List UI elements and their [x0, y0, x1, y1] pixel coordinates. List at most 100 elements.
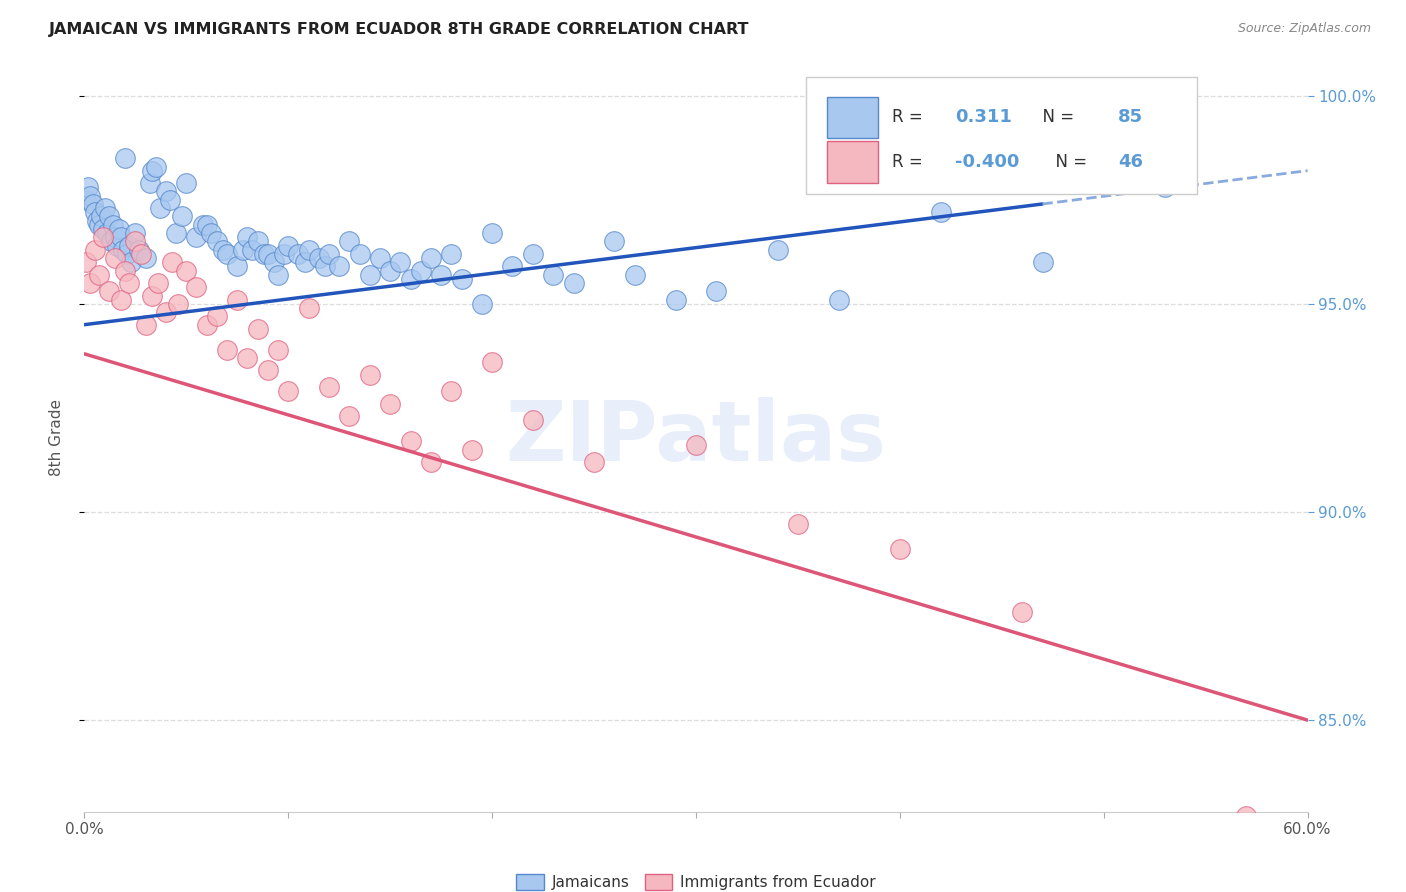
Point: [118, 238, 141, 252]
Point: [481, 355, 503, 369]
Point: [212, 243, 235, 257]
Text: 46: 46: [1118, 153, 1143, 171]
Point: [97, 285, 120, 299]
Point: [104, 230, 127, 244]
Point: [502, 260, 524, 274]
Point: [138, 176, 160, 190]
Point: [160, 255, 183, 269]
Point: [929, 205, 952, 219]
Point: [87, 268, 110, 282]
Point: [90, 210, 112, 224]
Point: [471, 297, 494, 311]
Point: [159, 193, 181, 207]
Point: [257, 363, 280, 377]
Point: [562, 276, 585, 290]
Point: [603, 235, 626, 249]
Point: [100, 235, 122, 249]
Point: [87, 218, 110, 232]
Point: [314, 260, 336, 274]
Point: [889, 542, 911, 557]
Point: [165, 226, 187, 240]
Point: [195, 318, 218, 332]
Point: [75, 255, 97, 269]
Point: [186, 230, 208, 244]
Point: [112, 243, 135, 257]
Point: [273, 247, 295, 261]
Point: [86, 213, 108, 227]
Point: [97, 210, 120, 224]
Text: N =: N =: [1032, 108, 1080, 126]
Point: [420, 251, 443, 265]
Point: [450, 272, 472, 286]
Point: [124, 226, 146, 240]
Point: [83, 243, 105, 257]
Point: [481, 226, 503, 240]
Point: [186, 280, 208, 294]
Point: [236, 351, 259, 365]
Point: [114, 151, 136, 165]
Point: [543, 268, 565, 282]
Point: [105, 238, 128, 252]
Point: [240, 243, 263, 257]
Point: [82, 197, 104, 211]
FancyBboxPatch shape: [827, 96, 879, 137]
Point: [287, 247, 309, 261]
Point: [246, 322, 269, 336]
Point: [399, 434, 422, 449]
Point: [624, 268, 647, 282]
Point: [522, 413, 544, 427]
Point: [205, 310, 228, 324]
Point: [461, 442, 484, 457]
FancyBboxPatch shape: [827, 142, 879, 183]
Text: ZIPatlas: ZIPatlas: [506, 397, 886, 477]
Point: [174, 176, 197, 190]
Point: [205, 235, 228, 249]
Text: R =: R =: [891, 153, 928, 171]
Point: [232, 243, 254, 257]
Point: [141, 163, 163, 178]
Point: [294, 255, 316, 269]
Point: [253, 247, 276, 261]
Point: [430, 268, 453, 282]
Point: [217, 247, 239, 261]
Point: [200, 226, 222, 240]
Point: [380, 263, 402, 277]
Point: [128, 243, 150, 257]
Point: [267, 343, 290, 357]
Point: [828, 293, 851, 307]
Point: [1236, 809, 1258, 823]
Point: [91, 230, 114, 244]
Point: [277, 238, 299, 252]
Text: -0.400: -0.400: [955, 153, 1019, 171]
Point: [267, 268, 290, 282]
Point: [155, 305, 177, 319]
Point: [145, 160, 167, 174]
Point: [114, 263, 136, 277]
Point: [440, 384, 463, 399]
Point: [1154, 180, 1177, 194]
Point: [110, 293, 132, 307]
Y-axis label: 8th Grade: 8th Grade: [49, 399, 63, 475]
Point: [359, 368, 381, 382]
Point: [146, 276, 169, 290]
Point: [91, 222, 114, 236]
Text: Source: ZipAtlas.com: Source: ZipAtlas.com: [1237, 22, 1371, 36]
Point: [1032, 255, 1054, 269]
Point: [298, 301, 321, 315]
Point: [135, 251, 157, 265]
Point: [167, 297, 190, 311]
Point: [110, 230, 132, 244]
Point: [172, 210, 194, 224]
Point: [257, 247, 280, 261]
Point: [583, 455, 606, 469]
Point: [135, 318, 157, 332]
Point: [328, 260, 350, 274]
Point: [380, 397, 402, 411]
Point: [75, 193, 97, 207]
Text: 85: 85: [1118, 108, 1143, 126]
Point: [339, 235, 361, 249]
Point: [766, 243, 789, 257]
Point: [665, 293, 688, 307]
Point: [108, 222, 131, 236]
Text: R =: R =: [891, 108, 928, 126]
